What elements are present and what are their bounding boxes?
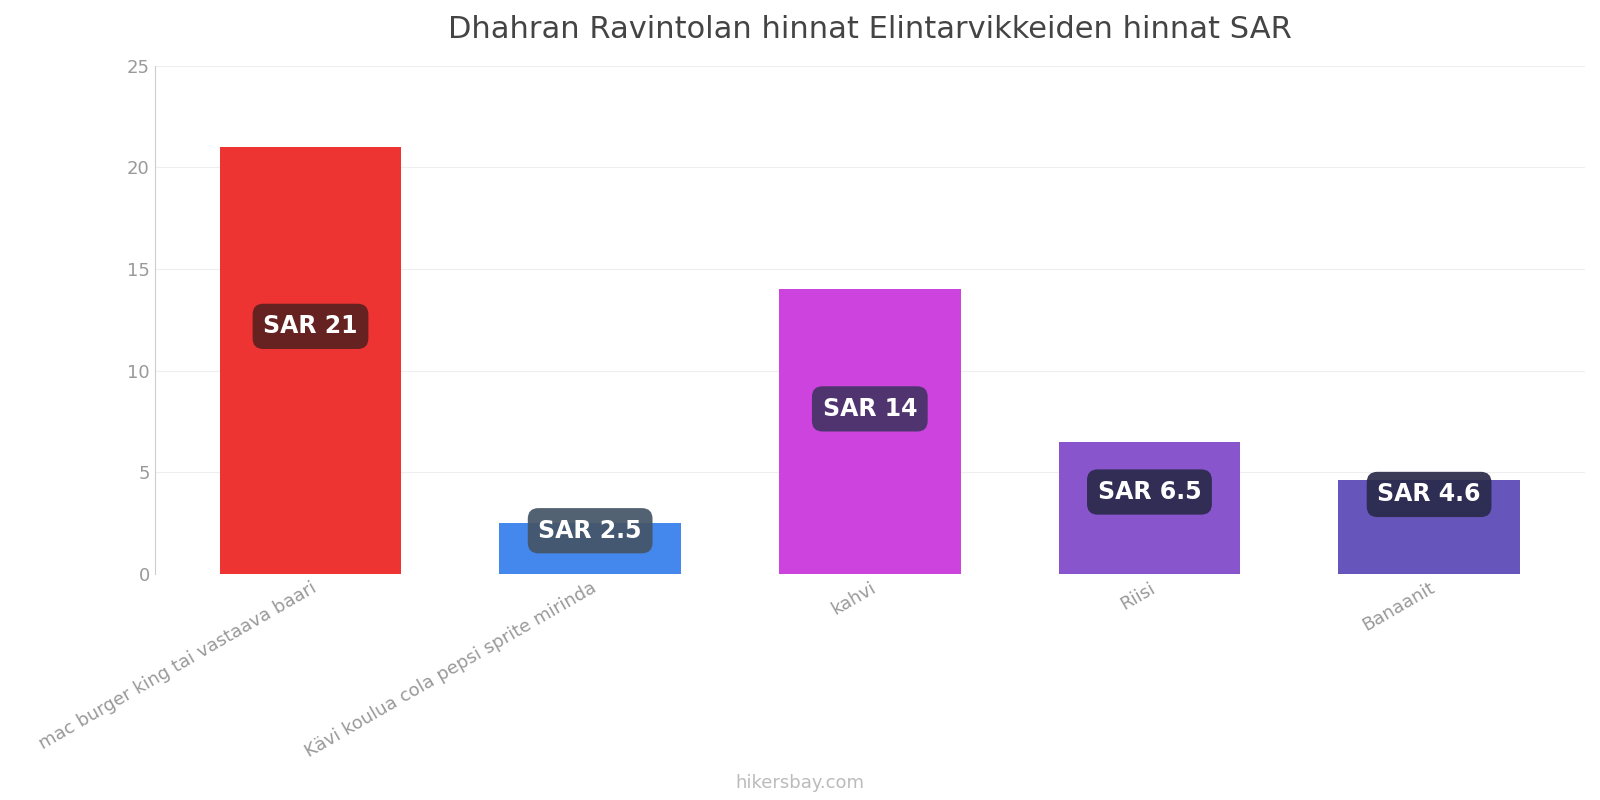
Text: SAR 21: SAR 21 xyxy=(264,314,358,338)
Text: SAR 2.5: SAR 2.5 xyxy=(538,518,642,542)
Title: Dhahran Ravintolan hinnat Elintarvikkeiden hinnat SAR: Dhahran Ravintolan hinnat Elintarvikkeid… xyxy=(448,15,1291,44)
Bar xyxy=(219,147,402,574)
Bar xyxy=(1059,442,1240,574)
Bar xyxy=(779,290,960,574)
Text: SAR 4.6: SAR 4.6 xyxy=(1378,482,1482,506)
Bar xyxy=(499,523,682,574)
Text: SAR 14: SAR 14 xyxy=(822,397,917,421)
Bar xyxy=(1338,481,1520,574)
Text: hikersbay.com: hikersbay.com xyxy=(736,774,864,792)
Text: SAR 6.5: SAR 6.5 xyxy=(1098,480,1202,504)
